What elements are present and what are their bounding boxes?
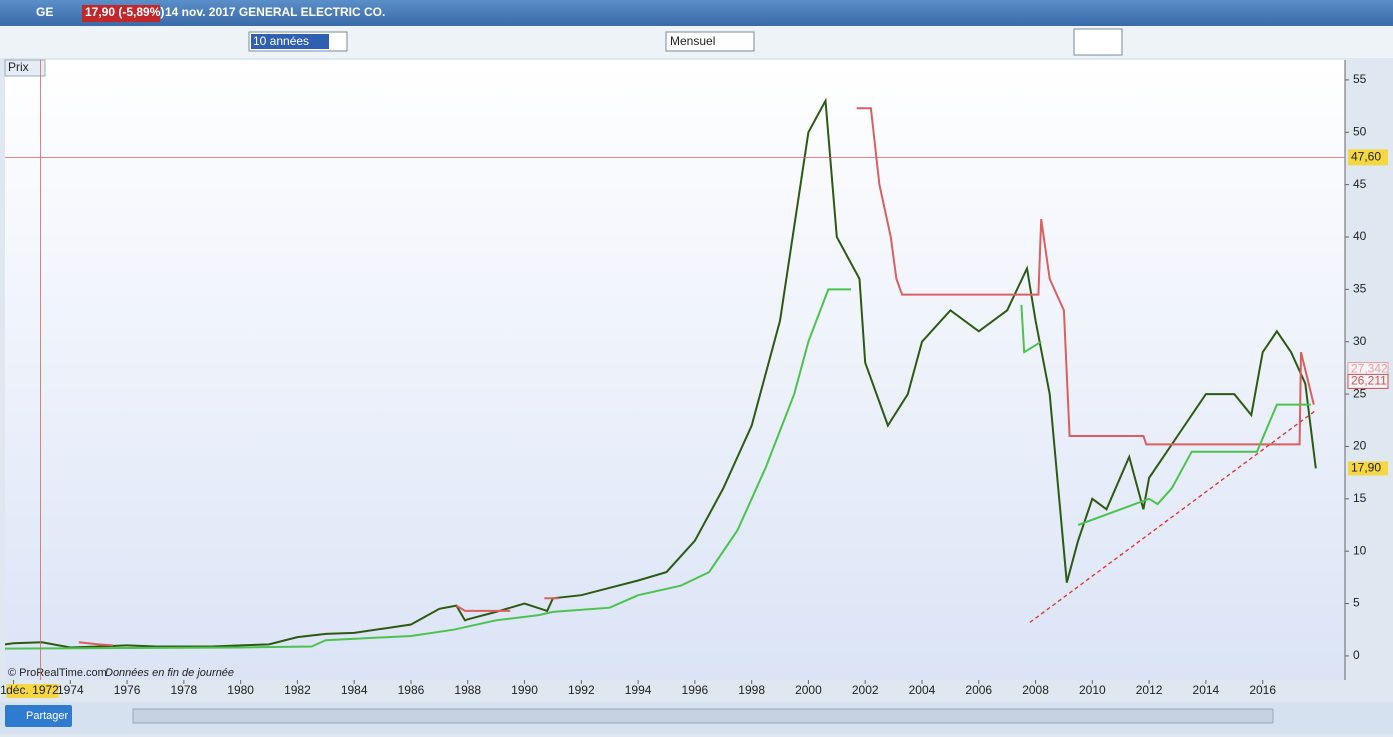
y-tick-label: 45 (1353, 177, 1367, 191)
y-tick-label: 10 (1353, 543, 1367, 557)
x-tick-label: 1980 (227, 683, 254, 697)
symbol[interactable]: GE (36, 5, 53, 19)
share[interactable]: Partager (26, 710, 69, 722)
y-tick-label: 40 (1353, 229, 1367, 243)
x-tick-label: 2012 (1136, 683, 1163, 697)
x-tick-label: 2000 (795, 683, 822, 697)
crosshair-y-label: 47,60 (1351, 150, 1381, 164)
x-tick-label: 2008 (1022, 683, 1049, 697)
x-tick-label: 1996 (682, 683, 709, 697)
x-tick-label: 1976 (114, 683, 141, 697)
y-tick-label: 35 (1353, 282, 1367, 296)
price-box (1348, 461, 1388, 476)
indicator-button[interactable] (1073, 28, 1123, 56)
y-tick-label: 20 (1353, 439, 1367, 453)
y-tick-label: 25 (1353, 386, 1367, 400)
x-tick-label: 2002 (852, 683, 879, 697)
price-label: 26,211 (1351, 374, 1387, 388)
y-tick-label: 15 (1353, 491, 1367, 505)
panel-label: Prix (8, 60, 29, 74)
panel-tag (4, 59, 46, 77)
series-line (4, 97, 1317, 649)
crosshair-y-box (1348, 149, 1388, 166)
x-tick-label: 1992 (568, 683, 595, 697)
x-tick-label: 1986 (398, 683, 425, 697)
price-label: 27,342 (1351, 362, 1388, 376)
description: 14 nov. 2017 GENERAL ELECTRIC CO. (165, 5, 385, 19)
x-tick-label: 1974 (57, 683, 84, 697)
x-tick-label: 1990 (511, 683, 538, 697)
x-tick-label: 1984 (341, 683, 368, 697)
crosshair-x-label: déc. 1972 (6, 683, 59, 697)
quote-box (82, 5, 160, 22)
crosshair-x-box (6, 684, 59, 698)
x-tick-label: 2006 (965, 683, 992, 697)
price-label: 17,90 (1351, 461, 1381, 475)
x-tick-label: 1988 (454, 683, 481, 697)
y-tick-label: 50 (1353, 124, 1367, 138)
price-box (1347, 373, 1389, 389)
period-highlight (251, 34, 329, 49)
x-tick-label: 1998 (738, 683, 765, 697)
title-bar (0, 0, 1393, 26)
interval: Mensuel (670, 34, 715, 48)
series-line (4, 288, 1311, 650)
series-line (78, 107, 1315, 647)
y-tick-label: 30 (1353, 334, 1367, 348)
y-tick-label: 5 (1353, 596, 1360, 610)
x-tick-label: 1982 (284, 683, 311, 697)
x-tick-label: 2010 (1079, 683, 1106, 697)
y-tick-label: 55 (1353, 72, 1367, 86)
x-tick-label: 2014 (1193, 683, 1220, 697)
x-tick-label: 1994 (625, 683, 652, 697)
period: 10 années (253, 34, 309, 48)
interval-select[interactable] (665, 31, 755, 52)
y-tick-label: 0 (1353, 648, 1360, 662)
copyright: © ProRealTime.com (8, 667, 107, 679)
plot-area (5, 60, 1345, 680)
x-tick-label: 2016 (1249, 683, 1276, 697)
share-button[interactable] (5, 705, 72, 727)
quote: 17,90 (-5,89%) (85, 5, 164, 19)
footer-note: Données en fin de journée (105, 667, 234, 679)
series-line (1029, 409, 1317, 623)
x-tick-label: 1978 (171, 683, 198, 697)
x-tick-label: 2004 (909, 683, 936, 697)
scrollbar[interactable] (132, 708, 1274, 724)
